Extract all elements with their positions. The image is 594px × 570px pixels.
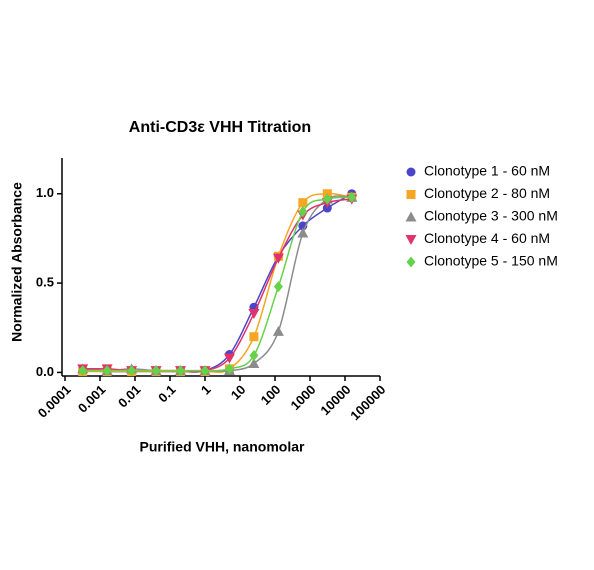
- x-tick-label: 100: [258, 382, 284, 408]
- x-tick-label: 0.1: [155, 382, 178, 405]
- chart-title: Anti-CD3ε VHH Titration: [129, 119, 311, 136]
- legend-marker: [406, 256, 416, 268]
- x-tick-label: 0.01: [115, 382, 144, 411]
- curve: [82, 195, 352, 372]
- legend-marker: [405, 235, 417, 245]
- data-point: [176, 365, 186, 377]
- x-tick-label: 100000: [347, 382, 388, 423]
- legend-label: Clonotype 4 - 60 nM: [424, 230, 550, 246]
- x-tick-label: 0.001: [75, 382, 109, 416]
- legend-label: Clonotype 5 - 150 nM: [424, 253, 558, 269]
- y-tick-label: 0.0: [36, 364, 54, 379]
- data-point: [151, 365, 161, 377]
- curve: [82, 193, 353, 373]
- x-tick-label: 1: [198, 382, 214, 398]
- legend-marker: [405, 211, 417, 222]
- legend-label: Clonotype 2 - 80 nM: [424, 185, 550, 201]
- legend-marker: [406, 190, 416, 199]
- y-tick-label: 1.0: [36, 185, 54, 200]
- data-point: [347, 191, 357, 203]
- data-point: [298, 198, 308, 208]
- y-axis-label: Normalized Absorbance: [9, 182, 25, 342]
- legend-label: Clonotype 3 - 300 nM: [424, 208, 558, 224]
- legend-label: Clonotype 1 - 60 nM: [424, 163, 550, 179]
- x-tick-label: 1000: [287, 382, 318, 413]
- x-axis-label: Purified VHH, nanomolar: [140, 439, 305, 455]
- curve: [82, 192, 352, 373]
- curve: [82, 198, 352, 373]
- data-point: [273, 281, 283, 293]
- x-tick-label: 0.0001: [35, 382, 74, 421]
- legend-marker: [406, 167, 416, 177]
- data-point: [127, 365, 137, 377]
- data-point: [272, 253, 284, 264]
- data-point: [322, 193, 332, 205]
- data-point: [249, 349, 259, 361]
- data-point: [248, 357, 260, 368]
- data-point: [297, 227, 309, 238]
- data-point: [248, 308, 260, 319]
- data-point: [78, 365, 88, 377]
- data-point: [272, 325, 284, 336]
- data-point: [102, 365, 112, 377]
- data-point: [224, 363, 234, 375]
- y-tick-label: 0.5: [36, 275, 54, 290]
- data-point: [200, 365, 210, 377]
- x-tick-label: 10: [228, 382, 249, 403]
- data-point: [298, 206, 308, 218]
- curve: [82, 196, 352, 372]
- data-point: [223, 353, 235, 364]
- data-point: [249, 332, 259, 342]
